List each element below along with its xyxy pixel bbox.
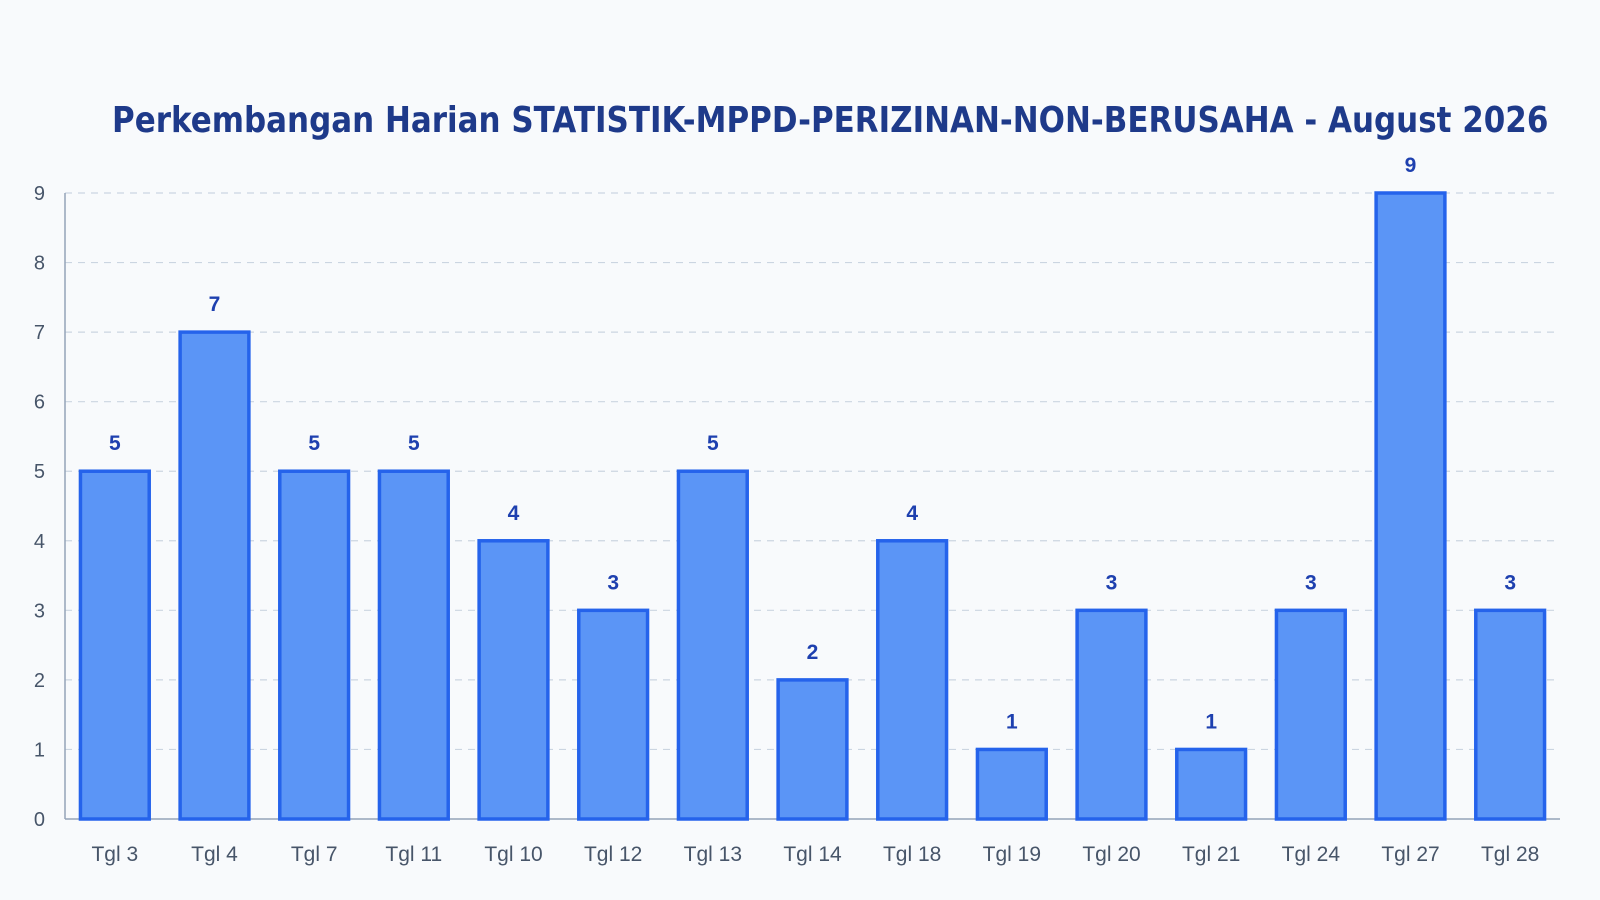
data-label: 5	[308, 432, 320, 455]
x-tick-label: Tgl 11	[385, 843, 442, 866]
bar	[178, 330, 251, 821]
bar	[477, 539, 550, 821]
x-tick-label: Tgl 3	[91, 843, 138, 866]
y-tick-label: 8	[34, 253, 45, 275]
bar	[876, 539, 949, 821]
y-tick-label: 2	[34, 670, 45, 692]
data-label: 4	[508, 502, 520, 525]
x-tick-label: Tgl 20	[1082, 843, 1140, 866]
y-tick-label: 5	[34, 461, 45, 483]
data-label: 5	[707, 432, 719, 455]
y-tick-label: 4	[34, 531, 45, 553]
data-label: 2	[807, 641, 819, 664]
bar	[1474, 608, 1547, 821]
y-tick-label: 9	[34, 183, 45, 205]
x-tick-label: Tgl 13	[684, 843, 742, 866]
labels: 0 1 2 3 4 5 6 7 8 9 5 Tgl 3 7 Tgl 4 5 Tgl 7 5 Tgl 11 4 Tgl …	[34, 154, 1539, 866]
x-tick-label: Tgl 27	[1381, 843, 1439, 866]
y-tick-label: 6	[34, 392, 45, 414]
x-tick-label: Tgl 19	[983, 843, 1041, 866]
chart-title: Perkembangan Harian STATISTIK-MPPD-PERIZ…	[112, 100, 1549, 141]
data-label: 5	[408, 432, 420, 455]
y-tick-label: 1	[34, 739, 45, 761]
bars	[78, 191, 1547, 821]
bar	[975, 747, 1048, 821]
bar	[78, 469, 151, 821]
data-label: 5	[109, 432, 121, 455]
x-tick-label: Tgl 10	[484, 843, 542, 866]
y-tick-label: 3	[34, 600, 45, 622]
x-tick-label: Tgl 24	[1282, 843, 1341, 866]
x-tick-label: Tgl 18	[883, 843, 941, 866]
x-tick-label: Tgl 28	[1481, 843, 1539, 866]
bar	[1374, 191, 1447, 821]
data-label: 3	[1106, 571, 1118, 594]
x-tick-label: Tgl 12	[584, 843, 642, 866]
data-label: 9	[1405, 154, 1417, 177]
x-tick-label: Tgl 21	[1182, 843, 1240, 866]
bar	[676, 469, 749, 821]
bar	[278, 469, 351, 821]
data-label: 3	[607, 571, 619, 594]
bar	[1075, 608, 1148, 821]
data-label: 3	[1504, 571, 1516, 594]
y-tick-label: 7	[34, 322, 45, 344]
data-label: 1	[1205, 710, 1217, 733]
data-label: 1	[1006, 710, 1018, 733]
data-label: 7	[209, 293, 221, 316]
x-tick-label: Tgl 14	[783, 843, 842, 866]
bar	[1274, 608, 1347, 821]
y-tick-label: 0	[34, 809, 45, 831]
bar	[1175, 747, 1248, 821]
data-label: 3	[1305, 571, 1317, 594]
x-tick-label: Tgl 4	[191, 843, 238, 866]
data-label: 4	[906, 502, 918, 525]
bar	[577, 608, 650, 821]
x-tick-label: Tgl 7	[291, 843, 338, 866]
bar	[776, 678, 849, 821]
bar	[377, 469, 450, 821]
